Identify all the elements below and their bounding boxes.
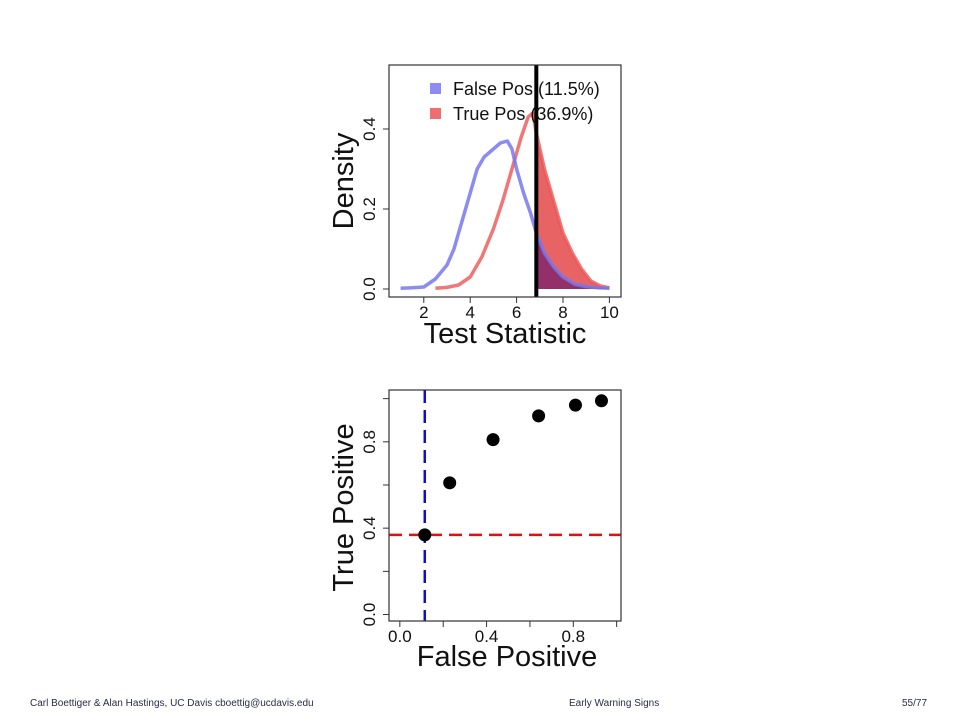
plot1-x-tick-label: 8 xyxy=(558,303,567,322)
legend-label-true-pos: True Pos (36.9%) xyxy=(453,104,593,124)
true-pos-tail-area xyxy=(536,133,610,289)
false-pos-density-line xyxy=(400,139,610,290)
plot2-x-tick-label: 0.8 xyxy=(561,627,585,646)
plot1-y-tick-label: 0.0 xyxy=(360,277,379,301)
plot2-x-tick-label: 0.4 xyxy=(475,627,499,646)
scatter-point xyxy=(594,394,608,408)
plot1-x-tick-label: 10 xyxy=(600,303,619,322)
footer-page-number: 55/77 xyxy=(902,698,928,709)
plot2-y-axis-label: True Positive xyxy=(328,423,360,591)
plot1-x-tick-label: 6 xyxy=(512,303,521,322)
plot1-x-tick-label: 2 xyxy=(419,303,428,322)
plot2-y-tick-label: 0.4 xyxy=(360,516,379,540)
plot1-y-tick-label: 0.4 xyxy=(360,117,379,141)
plot1-x-tick-label: 4 xyxy=(465,303,474,322)
legend-swatch-true-pos xyxy=(430,108,441,119)
footer-author: Carl Boettiger & Alan Hastings, UC Davis… xyxy=(30,698,314,709)
scatter-point xyxy=(532,409,546,423)
scatter-point xyxy=(418,528,432,542)
false-pos-tail-area xyxy=(536,233,610,289)
plot1-frame xyxy=(388,64,622,298)
scatter-point xyxy=(486,433,500,447)
plot2-x-axis-label: False Positive xyxy=(417,641,598,673)
scatter-point xyxy=(443,476,457,490)
legend-label-false-pos: False Pos (11.5%) xyxy=(453,79,600,99)
plot2-x-tick-label: 0.0 xyxy=(388,627,412,646)
plot1-x-axis-label: Test Statistic xyxy=(424,318,587,350)
plot1-y-tick-label: 0.2 xyxy=(360,197,379,221)
legend-swatch-false-pos xyxy=(430,83,441,94)
plot2-frame xyxy=(388,389,622,622)
plot2-y-tick-label: 0.8 xyxy=(360,430,379,454)
plot1-y-axis-label: Density xyxy=(328,132,360,229)
plot2-y-tick-label: 0.0 xyxy=(360,603,379,627)
scatter-point xyxy=(568,398,582,412)
footer-title: Early Warning Signs xyxy=(569,698,660,709)
true-pos-density-line xyxy=(435,111,610,290)
